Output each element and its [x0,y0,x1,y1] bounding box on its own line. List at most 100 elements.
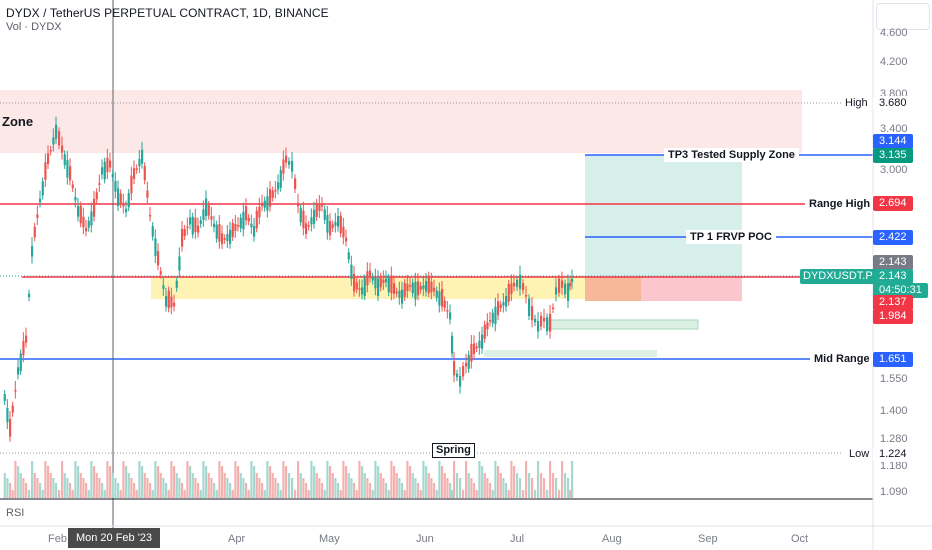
candle-body [167,290,170,309]
volume-bar [226,478,229,498]
candle-body [74,197,77,201]
candle-body [52,137,55,145]
candle-body [307,225,310,227]
candle-body [358,288,361,290]
candle-body [279,170,282,188]
volume-bar [435,490,438,498]
top-right-control-button[interactable] [876,3,930,30]
candle-body [462,365,465,377]
candle-body [366,271,369,286]
volume-bar [534,490,537,498]
volume-bar [366,478,369,498]
candle-body [33,226,36,238]
volume-bar [170,461,173,498]
candle-body [98,183,101,185]
green-box-upper [547,319,699,330]
volume-bar [269,466,272,498]
time-tick: Oct [791,533,809,545]
candle-body [483,324,486,339]
volume-bar [33,473,36,498]
candle-body [127,193,130,208]
volume-indicator-label[interactable]: Vol · DYDX [6,21,62,33]
volume-bar [494,461,497,498]
candle-body [451,335,454,354]
candle-body [329,221,332,236]
candle-body [549,314,552,332]
volume-bar [143,473,146,498]
volume-bar [167,490,170,498]
volume-bar [285,466,288,498]
volume-bar [288,473,291,498]
rsi-indicator-label[interactable]: RSI [6,507,25,519]
volume-bar [537,461,540,498]
candle-body [242,211,245,230]
volume-bar [483,473,486,498]
candle-body [31,246,34,257]
volume-bar [507,490,510,498]
volume-bar [478,461,481,498]
volume-bar [202,461,205,498]
candle-body [499,304,502,308]
volume-bar [486,478,489,498]
volume-bar [326,461,329,498]
volume-bar [178,478,181,498]
candle-body [109,160,112,168]
volume-bar [130,478,133,498]
candle-body [398,290,401,298]
candle-body [221,233,224,244]
candle-body [266,196,269,211]
volume-bar [441,466,444,498]
candle-body [446,310,449,312]
volume-bar [221,466,224,498]
time-tick: Jul [510,533,525,545]
volume-bar [395,473,398,498]
candle-body [537,321,540,332]
candle-body [285,155,288,163]
spring-annotation: Spring [432,443,475,458]
candle-body [543,317,546,322]
volume-bar [297,461,300,498]
time-tick: Jun [416,533,434,545]
volume-bar [291,478,294,498]
candle-body [114,181,117,192]
price-tick: 3.000 [880,164,908,176]
candle-body [213,223,216,228]
candle-body [25,335,28,343]
candle-body [310,217,313,225]
volume-bar [31,461,34,498]
volume-bar [231,490,234,498]
candle-body [465,362,468,367]
candle-body [302,210,305,229]
candle-body [371,277,374,281]
candle-body [133,168,136,179]
candle-body [470,344,473,362]
candle-body [58,131,61,146]
volume-bar [339,490,342,498]
volume-bar [125,466,128,498]
volume-bar [355,490,358,498]
candle-body [82,216,85,228]
volume-bar [353,483,356,498]
candle-body [406,283,409,291]
candle-body [443,300,446,308]
volume-bar [122,461,125,498]
candle-body [489,320,492,322]
candle-body [531,306,534,321]
candle-body [229,229,232,244]
price-tick: 1.090 [880,486,908,498]
candle-body [435,290,438,298]
volume-bar [414,478,417,498]
volume-bar [87,490,90,498]
symbol-title[interactable]: DYDX / TetherUS PERPETUAL CONTRACT, 1D, … [6,6,329,20]
candle-body [231,222,234,237]
candle-body [387,278,390,293]
candle-body [318,203,321,211]
candle-body [315,202,318,217]
volume-bar [229,483,232,498]
candle-body [558,278,561,293]
volume-bar [379,473,382,498]
volume-bar [313,466,316,498]
volume-bar [191,473,194,498]
